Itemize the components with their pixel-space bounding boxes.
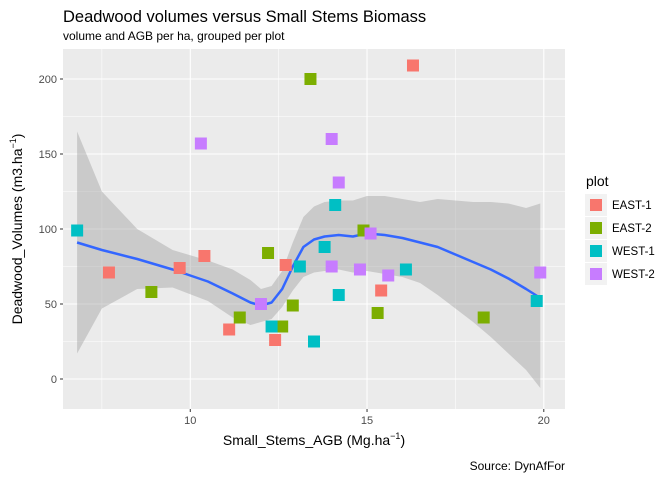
point-west-1	[71, 224, 84, 237]
point-west-1	[329, 199, 342, 211]
point-west-1	[332, 289, 345, 301]
point-east-1	[375, 284, 388, 297]
legend-label: WEST-1	[612, 246, 655, 258]
point-west-1	[399, 263, 412, 276]
y-axis-label: Deadwood_Volumes (m3.ha−1)	[8, 134, 25, 325]
y-tick-label: 0	[51, 374, 57, 386]
point-east-1	[406, 59, 419, 72]
legend-swatch	[590, 199, 602, 211]
confidence-band-area	[77, 131, 541, 388]
chart-title: Deadwood volumes versus Small Stems Biom…	[63, 8, 426, 26]
point-east-1	[102, 266, 115, 279]
smooth-trend-line	[76, 232, 541, 307]
point-west-1	[293, 260, 306, 273]
y-tick-label: 100	[39, 224, 57, 236]
point-east-2	[262, 247, 275, 259]
point-west-1	[318, 241, 331, 253]
legend-swatch	[590, 222, 602, 234]
y-tick-label: 200	[39, 74, 57, 86]
point-west-1	[308, 335, 320, 348]
point-east-2	[276, 320, 289, 333]
legend-title: plot	[586, 173, 609, 189]
legend-label: EAST-2	[612, 223, 652, 235]
chart-subtitle: volume and AGB per ha, grouped per plot	[63, 29, 285, 43]
point-west-2	[194, 137, 207, 150]
legend-label: EAST-1	[612, 200, 652, 212]
legend-label: WEST-2	[612, 269, 655, 281]
point-east-2	[233, 311, 246, 324]
point-west-2	[325, 260, 338, 273]
legend: EAST-1 EAST-2 WEST-1 WEST-2	[585, 194, 655, 285]
y-tick-label: 150	[39, 149, 57, 161]
x-tick-label: 15	[361, 415, 373, 427]
point-west-2	[364, 227, 377, 240]
data-points	[71, 59, 547, 348]
point-west-2	[332, 176, 345, 189]
point-east-1	[198, 250, 211, 262]
point-east-2	[145, 286, 158, 298]
point-west-2	[534, 266, 547, 279]
x-tick-label: 10	[184, 415, 196, 427]
point-west-2	[382, 269, 395, 282]
point-east-1	[173, 262, 186, 274]
point-west-1	[530, 295, 543, 307]
y-axis-ticks: 0 50 100 150 200	[39, 74, 63, 386]
point-east-2	[286, 299, 299, 312]
point-east-1	[223, 323, 236, 336]
point-east-1	[269, 334, 282, 346]
legend-swatch	[590, 245, 602, 257]
x-tick-label: 20	[538, 415, 550, 427]
chart-caption: Source: DynAfFor	[470, 459, 565, 473]
legend-swatch	[590, 268, 602, 280]
point-east-2	[477, 311, 490, 324]
point-west-1	[265, 320, 278, 333]
point-west-2	[353, 263, 366, 276]
point-west-2	[325, 133, 338, 145]
point-east-1	[279, 259, 292, 271]
smooth-line	[76, 232, 541, 307]
confidence-band	[77, 131, 541, 388]
point-east-2	[304, 73, 317, 85]
x-axis-label: Small_Stems_AGB (Mg.ha−1)	[223, 431, 405, 448]
x-axis-ticks: 10 15 20	[184, 409, 550, 427]
y-tick-label: 50	[45, 299, 57, 311]
point-east-2	[371, 307, 384, 319]
point-west-2	[254, 298, 267, 310]
